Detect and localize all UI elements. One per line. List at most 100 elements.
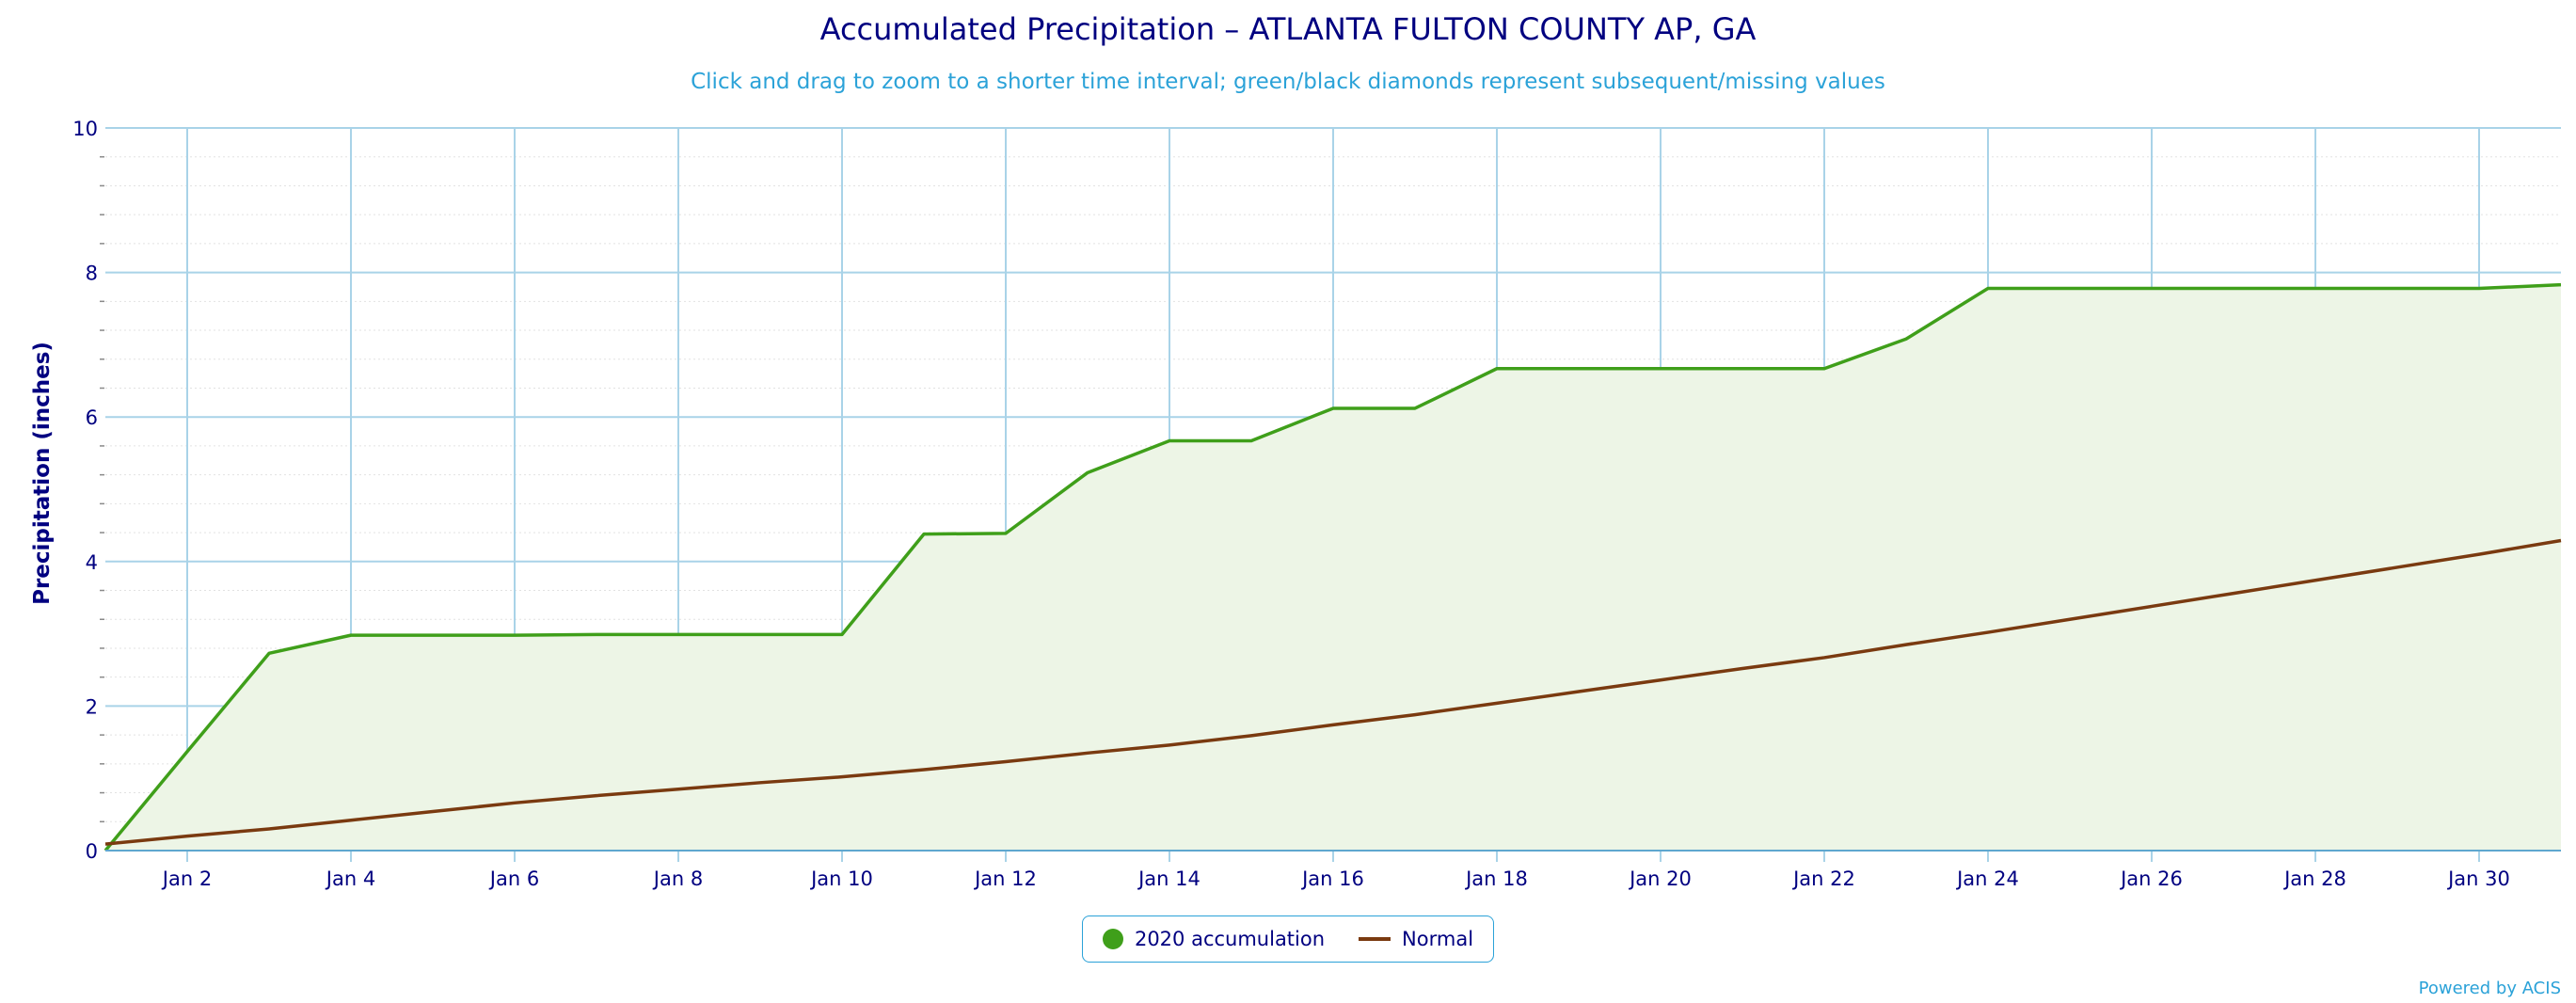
data-point[interactable] — [346, 630, 356, 640]
x-tick-label: Jan 18 — [1464, 868, 1528, 890]
legend-item-normal[interactable]: Normal — [1359, 928, 1473, 950]
y-tick-label: 2 — [86, 695, 98, 718]
data-point[interactable] — [2065, 283, 2075, 293]
series-line-accumulation[interactable] — [103, 282, 2562, 852]
x-tick-label: Jan 24 — [1955, 868, 2019, 890]
data-point[interactable] — [1410, 404, 1420, 413]
data-point[interactable] — [1574, 687, 1583, 696]
series-lines[interactable] — [101, 280, 2566, 855]
y-tick-label: 4 — [86, 551, 98, 574]
x-tick-label: Jan 26 — [2119, 868, 2183, 890]
data-point[interactable] — [837, 629, 847, 639]
data-point[interactable] — [346, 816, 356, 825]
data-point[interactable] — [2393, 283, 2402, 293]
data-point[interactable] — [837, 772, 847, 782]
data-point[interactable] — [1983, 283, 1993, 293]
data-point[interactable] — [755, 629, 765, 639]
data-point[interactable] — [674, 629, 683, 639]
data-point[interactable] — [1901, 640, 1911, 649]
x-tick-label: Jan 22 — [1791, 868, 1855, 890]
data-point[interactable] — [1247, 437, 1256, 446]
data-point[interactable] — [592, 791, 601, 801]
legend: 2020 accumulation Normal — [1082, 915, 1494, 963]
series-line-normal[interactable] — [104, 538, 2562, 846]
x-tick-label: Jan 8 — [652, 868, 703, 890]
data-point[interactable] — [1328, 404, 1338, 413]
data-point[interactable] — [1901, 334, 1911, 343]
data-point[interactable] — [1165, 740, 1174, 750]
data-point[interactable] — [919, 530, 929, 539]
x-tick-label: Jan 28 — [2282, 868, 2346, 890]
data-point[interactable] — [510, 630, 519, 640]
x-tick-label: Jan 2 — [161, 868, 212, 890]
data-point[interactable] — [1820, 653, 1829, 662]
data-point[interactable] — [919, 765, 929, 774]
data-point[interactable] — [1247, 731, 1256, 740]
y-tick-label: 8 — [86, 263, 98, 285]
data-point[interactable] — [2311, 283, 2320, 293]
data-point[interactable] — [674, 785, 683, 794]
legend-item-accumulation[interactable]: 2020 accumulation — [1102, 928, 1326, 950]
legend-marker-normal — [1359, 937, 1391, 941]
data-point[interactable] — [2065, 614, 2075, 624]
data-point[interactable] — [1656, 676, 1665, 685]
legend-label-accumulation: 2020 accumulation — [1134, 928, 1326, 950]
data-point[interactable] — [1083, 468, 1092, 477]
data-point[interactable] — [183, 747, 192, 756]
data-point[interactable] — [264, 648, 274, 658]
data-point[interactable] — [1492, 698, 1502, 708]
x-tick-label: Jan 14 — [1137, 868, 1201, 890]
area-fill — [105, 284, 2561, 851]
y-tick-label: 6 — [86, 406, 98, 429]
x-tick-label: Jan 4 — [325, 868, 375, 890]
data-point[interactable] — [1410, 710, 1420, 720]
data-point[interactable] — [428, 630, 437, 640]
y-tick-label: 10 — [72, 118, 98, 140]
data-point[interactable] — [1574, 364, 1583, 374]
data-point[interactable] — [1001, 757, 1010, 767]
data-point[interactable] — [2474, 283, 2484, 293]
data-point[interactable] — [2229, 589, 2238, 598]
data-point[interactable] — [1820, 364, 1829, 374]
x-tick-label: Jan 10 — [809, 868, 873, 890]
x-tick-label: Jan 16 — [1300, 868, 1364, 890]
data-point[interactable] — [2147, 283, 2156, 293]
legend-label-normal: Normal — [1402, 928, 1474, 950]
x-tick-label: Jan 12 — [973, 868, 1037, 890]
axes: 0 2 4 6 8 10 Jan 2 Jan 4 Jan 6 Jan 8 Jan 10 Jan 12 J… — [72, 118, 2561, 890]
data-point[interactable] — [2393, 563, 2402, 572]
data-point[interactable] — [592, 629, 601, 639]
data-point[interactable] — [1983, 628, 1993, 637]
y-tick-label: 0 — [86, 840, 98, 863]
data-point[interactable] — [183, 832, 192, 841]
data-point[interactable] — [2556, 280, 2566, 290]
data-point[interactable] — [264, 824, 274, 834]
data-point[interactable] — [1328, 720, 1338, 729]
x-tick-label: Jan 30 — [2446, 868, 2510, 890]
y-axis-title: Precipitation (inches) — [30, 342, 55, 605]
data-point[interactable] — [428, 807, 437, 817]
series-area-accumulation — [105, 284, 2561, 851]
x-tick-label: Jan 6 — [488, 868, 539, 890]
data-point[interactable] — [510, 798, 519, 807]
data-point[interactable] — [1738, 364, 1747, 374]
data-point[interactable] — [1656, 364, 1665, 374]
data-point[interactable] — [2311, 576, 2320, 585]
x-tick-label: Jan 20 — [1628, 868, 1692, 890]
data-point[interactable] — [2147, 601, 2156, 611]
chart-subtitle: Click and drag to zoom to a shorter time… — [691, 70, 1885, 94]
legend-marker-accumulation — [1102, 929, 1123, 949]
data-point[interactable] — [2474, 549, 2484, 559]
data-point[interactable] — [2556, 536, 2566, 546]
data-point[interactable] — [1492, 364, 1502, 374]
credits-link[interactable]: Powered by ACIS — [2418, 979, 2561, 998]
chart-title: Accumulated Precipitation – ATLANTA FULT… — [819, 11, 1757, 47]
data-point[interactable] — [755, 778, 765, 788]
data-point[interactable] — [1165, 437, 1174, 446]
data-point[interactable] — [1001, 529, 1010, 538]
data-point[interactable] — [1738, 663, 1747, 673]
data-point[interactable] — [2229, 283, 2238, 293]
data-point[interactable] — [1083, 748, 1092, 757]
data-point[interactable] — [101, 839, 110, 849]
